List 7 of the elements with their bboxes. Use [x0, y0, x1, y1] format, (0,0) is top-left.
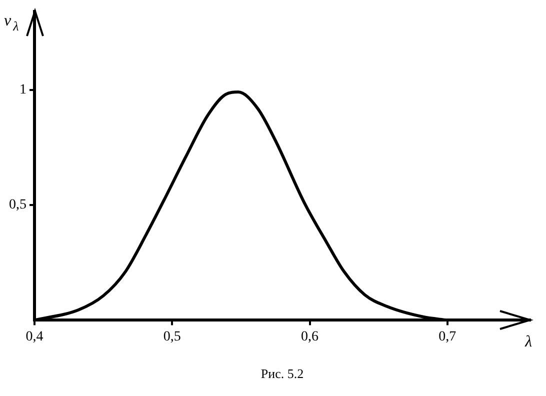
x-axis-title: λ: [524, 333, 532, 350]
x-tick-label: 0,7: [438, 329, 456, 344]
x-tick-label: 0,6: [301, 329, 319, 344]
x-tick-label: 0,4: [26, 329, 44, 344]
y-tick-label: 1: [20, 82, 26, 98]
x-tick-label: 0,5: [163, 329, 181, 344]
text: Рис. 5.2: [260, 366, 304, 381]
